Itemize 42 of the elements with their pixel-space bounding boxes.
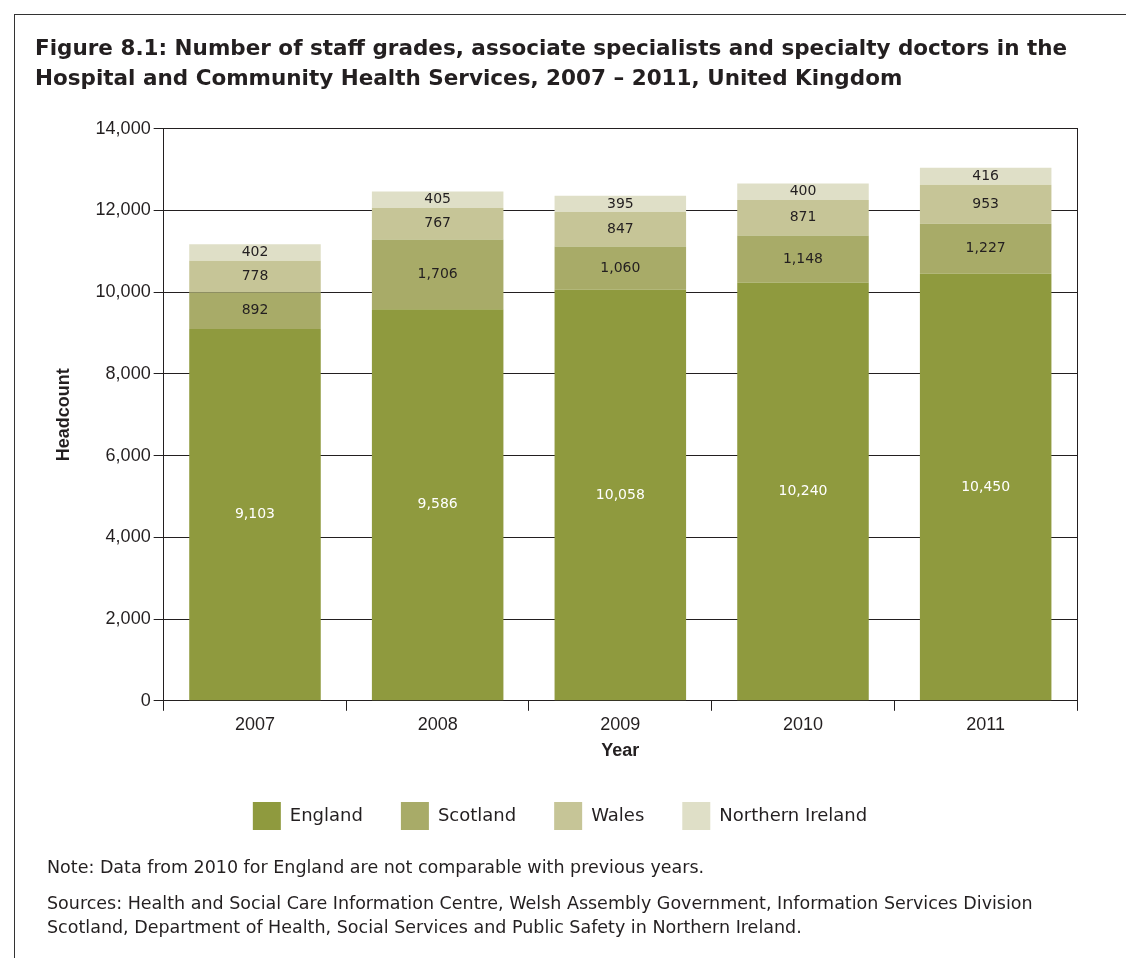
- legend-label: Scotland: [437, 803, 517, 825]
- data-label: 1,060: [600, 258, 641, 275]
- x-tick-label: 2007: [234, 713, 276, 734]
- data-label: 10,058: [595, 485, 645, 502]
- chart-title: Figure 8.1: Number of staff grades, associate specialists and specialty doctors in the Hospital and Community Health Services, 2007 – 2011, United Kingdom: [35, 34, 1069, 92]
- text: Note: Data from 2010 for England are not comparable with previous years.: [47, 856, 706, 879]
- data-label: 400: [789, 182, 817, 199]
- data-label: 10,450: [961, 477, 1011, 494]
- data-label: 395: [606, 194, 634, 211]
- x-tick-label: 2010: [782, 713, 824, 734]
- x-axis-title: Year: [601, 740, 640, 761]
- y-axis-title: Headcount: [52, 368, 73, 462]
- y-tick-label: 6,000: [105, 444, 151, 465]
- data-label: 10,240: [778, 482, 828, 498]
- data-label: 416: [972, 166, 1000, 183]
- data-label: 1,227: [965, 239, 1006, 256]
- legend-label: England: [289, 803, 363, 825]
- data-label: 9,586: [417, 495, 458, 512]
- data-label: 402: [241, 243, 269, 260]
- data-label: 767: [424, 214, 452, 231]
- y-tick-label: 8,000: [105, 362, 151, 383]
- data-label: 953: [972, 194, 1000, 211]
- source-note: Sources: Health and Social Care Information Centre, Welsh Assembly Government, Information Services Division Scotland, Department of Health, Social Services and Public Safety in Northern Ireland.: [47, 892, 1034, 939]
- x-tick-label: 2011: [966, 713, 1006, 734]
- data-label: 778: [241, 267, 269, 284]
- legend-label: Northern Ireland: [719, 803, 868, 825]
- data-label: 847: [606, 219, 634, 236]
- data-label: 1,148: [782, 249, 824, 266]
- data-label: 871: [789, 208, 817, 225]
- x-tick-label: 2009: [600, 713, 641, 734]
- y-tick-label: 2,000: [105, 608, 151, 629]
- legend-label: Wales: [591, 803, 645, 825]
- y-tick-label: 0: [140, 689, 151, 710]
- data-label: 9,103: [234, 505, 276, 522]
- data-label: 1,706: [417, 264, 458, 281]
- x-tick-label: 2008: [417, 713, 458, 734]
- y-tick-label: 14,000: [95, 117, 151, 138]
- y-tick-label: 10,000: [95, 281, 151, 302]
- y-tick-label: 4,000: [105, 526, 151, 547]
- y-tick-label: 12,000: [95, 199, 151, 220]
- data-label: 405: [424, 190, 452, 207]
- data-label: 892: [241, 301, 269, 318]
